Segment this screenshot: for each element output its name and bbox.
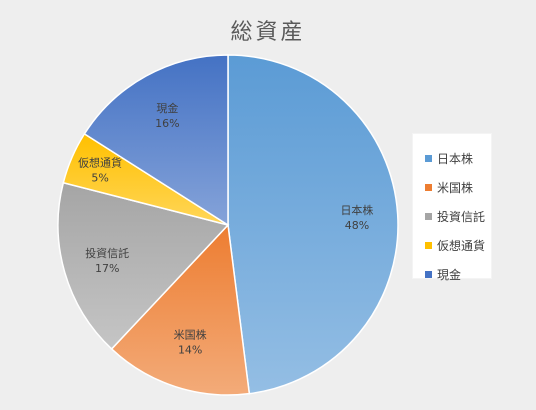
legend-swatch (425, 155, 432, 162)
pie-slice-0 (227, 54, 399, 395)
pie-slice-1 (110, 223, 251, 396)
slice-category-label: 米国株 (174, 327, 207, 341)
pie-slice-4 (83, 54, 229, 227)
legend-item: 日本株 (413, 144, 491, 173)
legend-label: 仮想通貨 (437, 239, 486, 253)
legend-label: 現金 (437, 268, 462, 282)
legend-swatch (425, 242, 432, 249)
legend-swatch (425, 213, 432, 220)
legend-item: 仮想通貨 (413, 231, 491, 260)
slice-category-label: 現金 (156, 101, 178, 115)
legend-item: 現金 (413, 260, 491, 289)
slice-value-label: 16% (155, 117, 179, 130)
legend-swatch (425, 271, 432, 278)
slice-category-label: 仮想通貨 (78, 156, 122, 170)
slice-category-label: 投資信託 (85, 246, 129, 260)
slice-value-label: 48% (345, 219, 369, 232)
legend-item: 米国株 (413, 173, 491, 202)
legend-label: 米国株 (437, 181, 474, 195)
chart-title: 総資産 (230, 20, 306, 45)
legend: 日本株米国株投資信託仮想通貨現金 (412, 133, 492, 282)
pie-slice-2 (57, 181, 230, 350)
slice-value-label: 14% (178, 343, 202, 356)
slice-value-label: 17% (95, 262, 119, 275)
legend-swatch (425, 184, 432, 191)
legend-label: 日本株 (437, 152, 474, 166)
slice-value-label: 5% (91, 172, 108, 185)
legend-item: 投資信託 (413, 202, 491, 231)
legend-label: 投資信託 (437, 210, 486, 224)
slice-category-label: 日本株 (340, 203, 373, 217)
